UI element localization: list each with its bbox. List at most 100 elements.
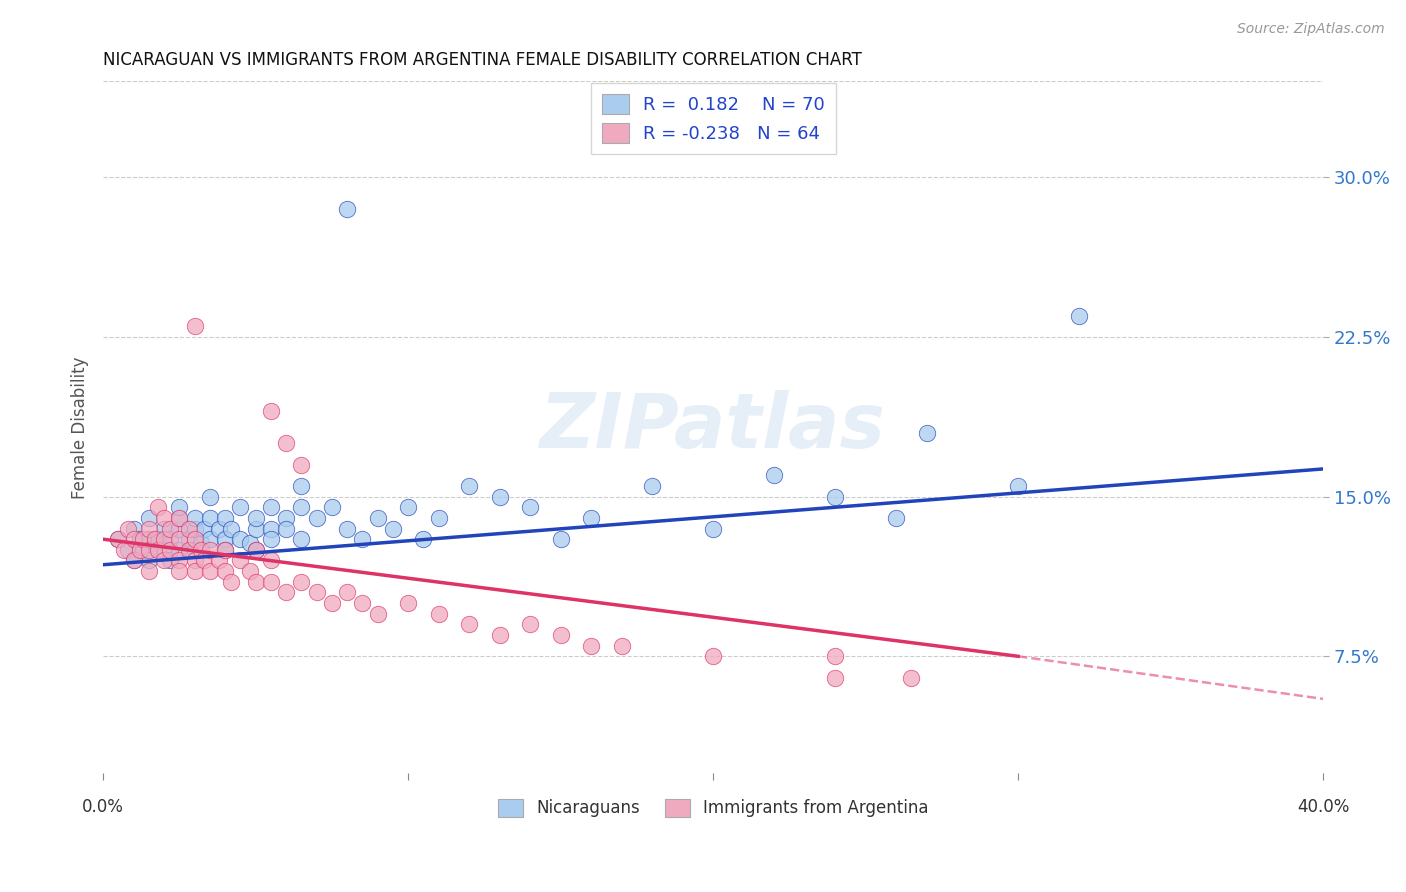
Point [229,532,252,546]
Point [169,500,191,515]
Point [290,532,312,546]
Point [245,511,267,525]
Point [117,542,139,557]
Point [367,607,389,621]
Point [169,511,191,525]
Point [183,553,205,567]
Point [260,532,283,546]
Point [900,671,922,685]
Point [396,500,419,515]
Point [159,522,181,536]
Point [169,553,191,567]
Point [132,542,155,557]
Point [610,639,633,653]
Point [219,574,242,589]
Point [305,585,328,599]
Point [245,574,267,589]
Point [352,596,374,610]
Point [198,532,221,546]
Point [245,542,267,557]
Point [229,500,252,515]
Point [276,511,298,525]
Point [208,522,231,536]
Point [122,553,145,567]
Point [260,522,283,536]
Point [183,522,205,536]
Point [159,553,181,567]
Point [884,511,907,525]
Point [260,574,283,589]
Point [143,532,166,546]
Point [198,564,221,578]
Point [238,564,260,578]
Point [824,649,846,664]
Point [305,511,328,525]
Point [1007,479,1029,493]
Point [276,522,298,536]
Point [290,458,312,472]
Point [193,553,215,567]
Point [190,536,212,550]
Legend: Nicaraguans, Immigrants from Argentina: Nicaraguans, Immigrants from Argentina [491,792,935,824]
Point [159,542,181,557]
Point [458,479,481,493]
Text: NICARAGUAN VS IMMIGRANTS FROM ARGENTINA FEMALE DISABILITY CORRELATION CHART: NICARAGUAN VS IMMIGRANTS FROM ARGENTINA … [103,51,862,69]
Point [396,596,419,610]
Point [519,617,541,632]
Point [198,542,221,557]
Point [915,425,938,440]
Point [336,522,359,536]
Text: ZIPatlas: ZIPatlas [540,391,886,465]
Point [169,542,191,557]
Point [193,522,215,536]
Point [183,511,205,525]
Point [138,522,160,536]
Point [122,553,145,567]
Point [427,607,450,621]
Point [702,522,724,536]
Point [153,542,176,557]
Point [367,511,389,525]
Point [169,511,191,525]
Point [260,553,283,567]
Point [321,596,343,610]
Point [146,500,169,515]
Point [138,564,160,578]
Point [214,532,236,546]
Point [336,585,359,599]
Point [153,553,176,567]
Point [177,522,200,536]
Point [138,553,160,567]
Point [177,542,200,557]
Point [238,536,260,550]
Point [276,585,298,599]
Point [183,532,205,546]
Point [427,511,450,525]
Point [214,564,236,578]
Point [117,522,139,536]
Point [336,202,359,216]
Point [153,532,176,546]
Point [763,468,786,483]
Point [245,542,267,557]
Point [122,532,145,546]
Point [550,532,572,546]
Point [153,511,176,525]
Point [208,553,231,567]
Point [214,542,236,557]
Point [276,436,298,450]
Point [824,490,846,504]
Point [1069,309,1091,323]
Point [214,542,236,557]
Point [229,553,252,567]
Text: 40.0%: 40.0% [1296,797,1350,816]
Point [138,511,160,525]
Point [214,511,236,525]
Point [198,511,221,525]
Point [146,532,169,546]
Point [198,490,221,504]
Point [183,564,205,578]
Point [177,532,200,546]
Point [138,542,160,557]
Point [260,500,283,515]
